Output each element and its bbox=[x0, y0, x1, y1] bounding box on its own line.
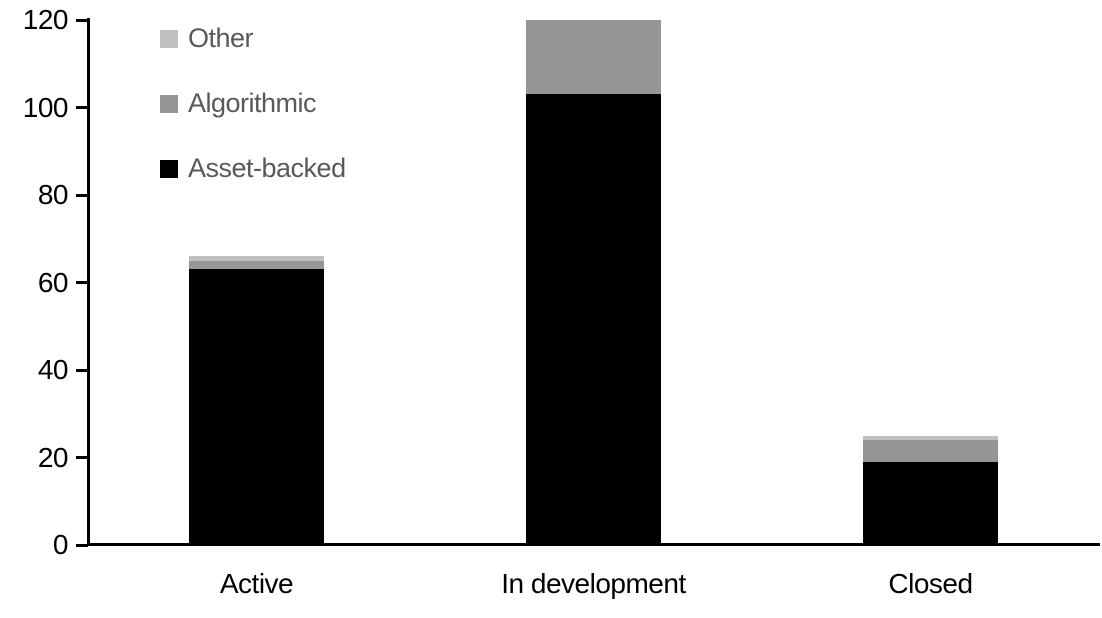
legend-swatch-icon bbox=[160, 29, 178, 48]
bar-segment-algorithmic-closed bbox=[863, 440, 998, 462]
bar-segment-asset-backed-in-development bbox=[526, 94, 661, 545]
legend-label: Other bbox=[188, 23, 254, 53]
legend-swatch-icon bbox=[160, 159, 178, 178]
legend-label: Algorithmic bbox=[188, 88, 317, 118]
y-tick-mark bbox=[76, 281, 88, 284]
legend-swatch-icon bbox=[160, 94, 178, 113]
legend-label: Asset-backed bbox=[188, 153, 346, 183]
x-category-label-closed: Closed bbox=[888, 568, 973, 599]
y-tick-mark bbox=[76, 193, 88, 197]
y-tick-label: 0 bbox=[52, 529, 69, 560]
legend-item-asset-backed: Asset-backed bbox=[160, 155, 346, 182]
x-category-label-in-development: In development bbox=[501, 568, 686, 599]
legend-item-other: Other bbox=[160, 23, 254, 53]
y-tick-mark bbox=[76, 106, 88, 109]
y-tick-label: 80 bbox=[37, 179, 69, 210]
y-tick-label: 120 bbox=[22, 4, 69, 35]
bar-segment-other-active bbox=[189, 256, 324, 261]
x-category-label-active: Active bbox=[219, 568, 294, 599]
y-tick-label: 100 bbox=[22, 91, 69, 123]
bar-segment-asset-backed-closed bbox=[863, 461, 998, 545]
legend-item-algorithmic: Algorithmic bbox=[160, 88, 317, 118]
y-tick-label: 60 bbox=[37, 266, 69, 298]
y-tick-label: 40 bbox=[37, 354, 69, 385]
y-tick-mark bbox=[76, 456, 88, 459]
y-axis-line bbox=[87, 18, 90, 546]
y-tick-mark bbox=[76, 368, 88, 372]
bar-segment-asset-backed-active bbox=[189, 269, 324, 545]
bar-segment-other-closed bbox=[863, 435, 998, 440]
bar-segment-algorithmic-in-development bbox=[526, 20, 661, 95]
y-tick-label: 20 bbox=[37, 441, 69, 473]
y-tick-mark bbox=[76, 18, 88, 22]
bar-segment-algorithmic-active bbox=[189, 260, 324, 270]
y-tick-mark bbox=[76, 543, 88, 547]
